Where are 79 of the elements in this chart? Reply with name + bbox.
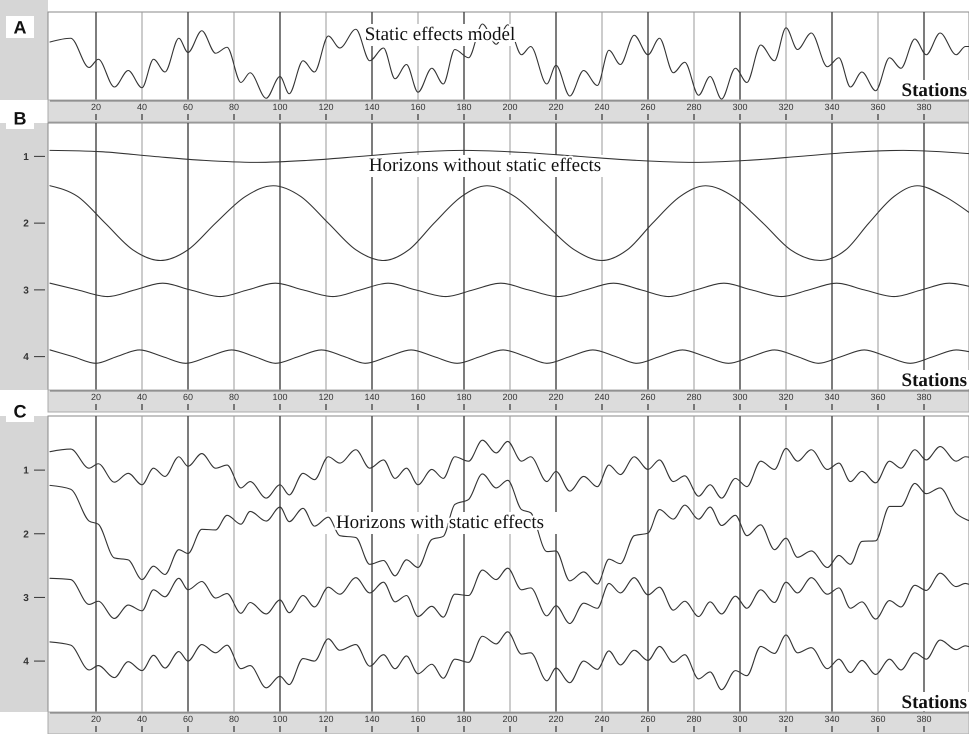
x-tick-label: 200 — [502, 102, 518, 112]
x-tick-label: 220 — [548, 714, 564, 724]
line-series — [49, 473, 969, 585]
x-tick-label: 140 — [364, 102, 380, 112]
x-tick-label: 340 — [824, 102, 840, 112]
x-tick-label: 20 — [90, 392, 102, 402]
x-tick-label: 80 — [228, 714, 240, 724]
x-tick-label: 20 — [90, 102, 102, 112]
x-tick-label: 160 — [410, 102, 426, 112]
x-tick-label: 140 — [364, 714, 380, 724]
x-tick-label: 100 — [272, 102, 288, 112]
line-series — [49, 440, 969, 499]
x-tick-label: 300 — [732, 714, 748, 724]
x-tick-label: 360 — [870, 714, 886, 724]
y-tick-label: 2 — [23, 529, 30, 540]
x-tick-label: 280 — [686, 714, 702, 724]
x-tick-label: 40 — [136, 392, 148, 402]
x-tick-label: 320 — [778, 714, 794, 724]
x-tick-label: 220 — [548, 392, 564, 402]
x-tick-label: 300 — [732, 392, 748, 402]
line-series — [49, 349, 969, 364]
y-tick-label: 4 — [23, 656, 30, 668]
x-tick-label: 380 — [916, 392, 932, 402]
y-tick-label: 3 — [23, 285, 30, 296]
x-tick-label: 160 — [410, 714, 426, 724]
x-tick-label: 80 — [228, 392, 240, 402]
x-tick-label: 340 — [824, 714, 840, 724]
x-axis-title: Stations — [902, 692, 967, 713]
x-tick-label: 100 — [272, 392, 288, 402]
x-tick-label: 380 — [916, 102, 932, 112]
x-tick-label: 360 — [870, 102, 886, 112]
x-tick-label: 300 — [732, 102, 748, 112]
x-tick-label: 40 — [136, 714, 148, 724]
text: Horizons without static effects — [368, 155, 602, 176]
x-tick-label: 120 — [318, 102, 334, 112]
x-tick-label: 260 — [640, 102, 656, 112]
x-tick-label: 240 — [594, 102, 610, 112]
line-series — [49, 185, 969, 262]
x-tick-label: 180 — [456, 392, 472, 402]
x-tick-label: 320 — [778, 392, 794, 402]
x-tick-label: 240 — [594, 714, 610, 724]
x-tick-label: 60 — [182, 102, 194, 112]
x-tick-label: 280 — [686, 392, 702, 402]
text: A — [14, 17, 26, 38]
x-tick-label: 340 — [824, 392, 840, 402]
x-tick-label: 180 — [456, 102, 472, 112]
text: B — [14, 108, 26, 128]
x-tick-label: 60 — [182, 392, 194, 402]
y-tick-label: 3 — [23, 592, 30, 604]
x-tick-label: 260 — [640, 714, 656, 724]
y-tick-label: 2 — [23, 218, 30, 230]
x-tick-label: 180 — [456, 714, 472, 724]
x-tick-label: 100 — [272, 714, 288, 724]
y-tick-label: 1 — [23, 152, 30, 163]
line-series — [49, 631, 969, 690]
x-tick-label: 120 — [318, 392, 334, 402]
x-tick-label: 80 — [228, 102, 240, 112]
line-series — [49, 282, 969, 298]
x-axis-title: Stations — [902, 80, 967, 101]
x-tick-label: 20 — [90, 714, 102, 724]
x-tick-label: 40 — [136, 102, 148, 112]
x-tick-label: 200 — [502, 714, 518, 724]
line-series — [49, 568, 969, 624]
text: C — [14, 401, 26, 422]
x-tick-label: 220 — [548, 102, 564, 112]
y-tick-label: 4 — [23, 352, 30, 364]
x-tick-label: 260 — [640, 392, 656, 402]
x-tick-label: 60 — [182, 714, 194, 724]
x-tick-label: 380 — [916, 714, 932, 724]
x-tick-label: 140 — [364, 392, 380, 402]
x-tick-label: 320 — [778, 102, 794, 112]
x-tick-label: 120 — [318, 714, 334, 724]
x-tick-label: 280 — [686, 102, 702, 112]
x-tick-label: 160 — [410, 392, 426, 402]
x-axis-title: Stations — [902, 370, 967, 391]
x-tick-label: 200 — [502, 392, 518, 402]
x-tick-label: 240 — [594, 392, 610, 402]
y-tick-label: 1 — [23, 466, 30, 477]
x-tick-label: 360 — [870, 392, 886, 402]
